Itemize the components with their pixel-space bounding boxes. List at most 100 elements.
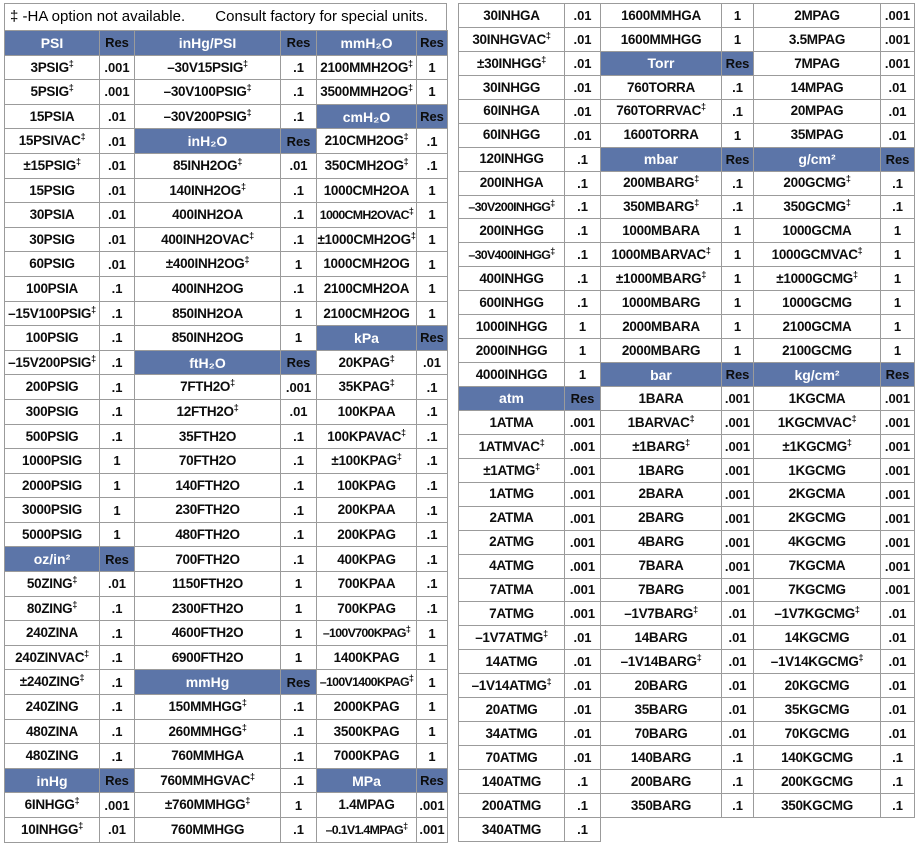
res-cell: .001 (880, 457, 915, 483)
table-row: 1ATMG .001 2BARA .001 2KGCMA .001 (458, 481, 915, 507)
res-header: Res (416, 30, 448, 56)
table-row: 4000INHGG 1 bar Res kg/cm² Res (458, 362, 915, 387)
res-cell: .1 (99, 718, 135, 745)
range-cell: 140FTH2O (134, 472, 281, 499)
range-cell: 100PSIG (4, 325, 100, 351)
table-row: ±30INHGG‡ .01 Torr Res 7MPAG .001 (458, 50, 915, 76)
res-cell: .1 (99, 743, 135, 769)
range-cell: 3PSIG‡ (4, 54, 100, 81)
res-header: Res (880, 362, 915, 387)
res-cell: .001 (416, 817, 448, 843)
res-cell: .1 (99, 423, 135, 450)
range-cell: ±30INHGG‡ (458, 50, 565, 76)
res-cell: .001 (721, 433, 754, 459)
res-cell: .001 (721, 409, 754, 435)
range-cell: 2000KPAG (316, 694, 417, 720)
range-cell: 7ATMG (458, 601, 565, 627)
res-header: Res (721, 362, 754, 387)
range-cell: 140INH2OG‡ (134, 177, 281, 204)
table-row: 80ZING‡ .1 2300FTH2O 1 700KPAG .1 (4, 595, 448, 622)
unit-header-mmhg: mmHg (134, 669, 281, 696)
res-cell: 1 (721, 218, 754, 244)
res-cell: .1 (416, 374, 448, 400)
range-cell: 3500KPAG (316, 718, 417, 745)
range-cell: 260MMHGG‡ (134, 718, 281, 745)
res-cell: .01 (880, 649, 915, 675)
res-cell: .1 (721, 74, 754, 100)
range-cell: ±760MMHGG‡ (134, 792, 281, 818)
unit-header-ozin: oz/in² (4, 546, 100, 573)
res-cell: .1 (564, 266, 601, 292)
res-cell: .01 (99, 177, 135, 204)
table-row: 4ATMG .001 7BARA .001 7KGCMA .001 (458, 553, 915, 579)
range-cell: 4KGCMG (753, 529, 881, 555)
res-cell: .1 (280, 817, 317, 843)
range-cell: 100KPAA (316, 398, 417, 425)
range-cell: 200MBARG‡ (600, 170, 722, 196)
range-cell: 2BARG (600, 505, 722, 531)
range-cell: 140KGCMG (753, 745, 881, 770)
range-cell: 120INHGG (458, 146, 565, 172)
range-cell: 760TORRVAC‡ (600, 98, 722, 124)
res-cell: 1 (880, 338, 915, 364)
range-cell: 1ATMVAC‡ (458, 433, 565, 459)
range-cell: –30V15PSIG‡ (134, 54, 281, 81)
range-cell: ±400INH2OG‡ (134, 251, 281, 277)
range-cell: 1KGCMG (753, 457, 881, 483)
range-cell: 2000MBARA (600, 314, 722, 340)
res-cell: .1 (99, 300, 135, 327)
range-cell: 350GCMG‡ (753, 194, 881, 220)
res-cell: .1 (880, 792, 915, 818)
res-cell: .1 (280, 202, 317, 228)
res-header: Res (416, 767, 448, 794)
range-cell: 1000GCMA (753, 218, 881, 244)
res-cell: .001 (721, 505, 754, 531)
range-cell: 20KGCMG (753, 673, 881, 699)
range-cell: ±100KPAG‡ (316, 448, 417, 474)
table-row: 3000PSIG 1 230FTH2O .1 200KPAA .1 (4, 497, 448, 523)
range-cell: 7KGCMG (753, 577, 881, 603)
range-cell: 6900FTH2O (134, 644, 281, 671)
res-cell: .1 (99, 595, 135, 622)
res-cell: 1 (99, 497, 135, 523)
table-row: 140ATMG .1 200BARG .1 200KGCMG .1 (458, 769, 915, 794)
res-cell: .1 (280, 497, 317, 523)
table-row: 15PSIVAC‡ .01 inH₂O Res 210CMH2OG‡ .1 (4, 128, 448, 154)
range-cell: 2000PSIG (4, 472, 100, 499)
range-cell: 20BARG (600, 673, 722, 699)
range-cell: 30INHGVAC‡ (458, 26, 565, 52)
range-cell: –1V14ATMG‡ (458, 673, 565, 699)
res-cell: .01 (880, 74, 915, 100)
res-cell: .1 (880, 769, 915, 794)
range-cell: 2KGCMA (753, 481, 881, 507)
res-cell: .01 (564, 50, 601, 76)
range-cell: 50ZING‡ (4, 571, 100, 597)
res-cell: .01 (564, 625, 601, 651)
range-cell: 100KPAG (316, 472, 417, 499)
res-cell: .1 (280, 546, 317, 573)
res-cell: .1 (280, 448, 317, 474)
res-cell: .001 (721, 553, 754, 579)
range-cell: –1V7ATMG‡ (458, 625, 565, 651)
res-cell: 1 (880, 266, 915, 292)
res-cell: 1 (280, 792, 317, 818)
table-row: 120INHGG .1 mbar Res g/cm² Res (458, 146, 915, 172)
res-cell: .1 (99, 644, 135, 671)
range-cell: 200KPAG (316, 521, 417, 548)
range-cell: 5PSIG‡ (4, 79, 100, 105)
res-cell: 1 (416, 743, 448, 769)
range-cell: 2ATMG (458, 529, 565, 555)
table-row: –1V7ATMG‡ .01 14BARG .01 14KGCMG .01 (458, 625, 915, 651)
res-cell: .1 (99, 349, 135, 376)
unit-header-torr: Torr (600, 50, 722, 76)
res-cell: .001 (721, 457, 754, 483)
range-cell: 2MPAG (753, 3, 881, 28)
res-cell: .1 (280, 103, 317, 130)
range-cell: 1400KPAG (316, 644, 417, 671)
res-cell: .1 (564, 816, 601, 842)
range-cell: 70KGCMG (753, 721, 881, 747)
res-cell: .001 (564, 481, 601, 507)
range-cell: 1KGCMVAC‡ (753, 409, 881, 435)
unit-header-cmho: cmH₂O (316, 103, 417, 130)
